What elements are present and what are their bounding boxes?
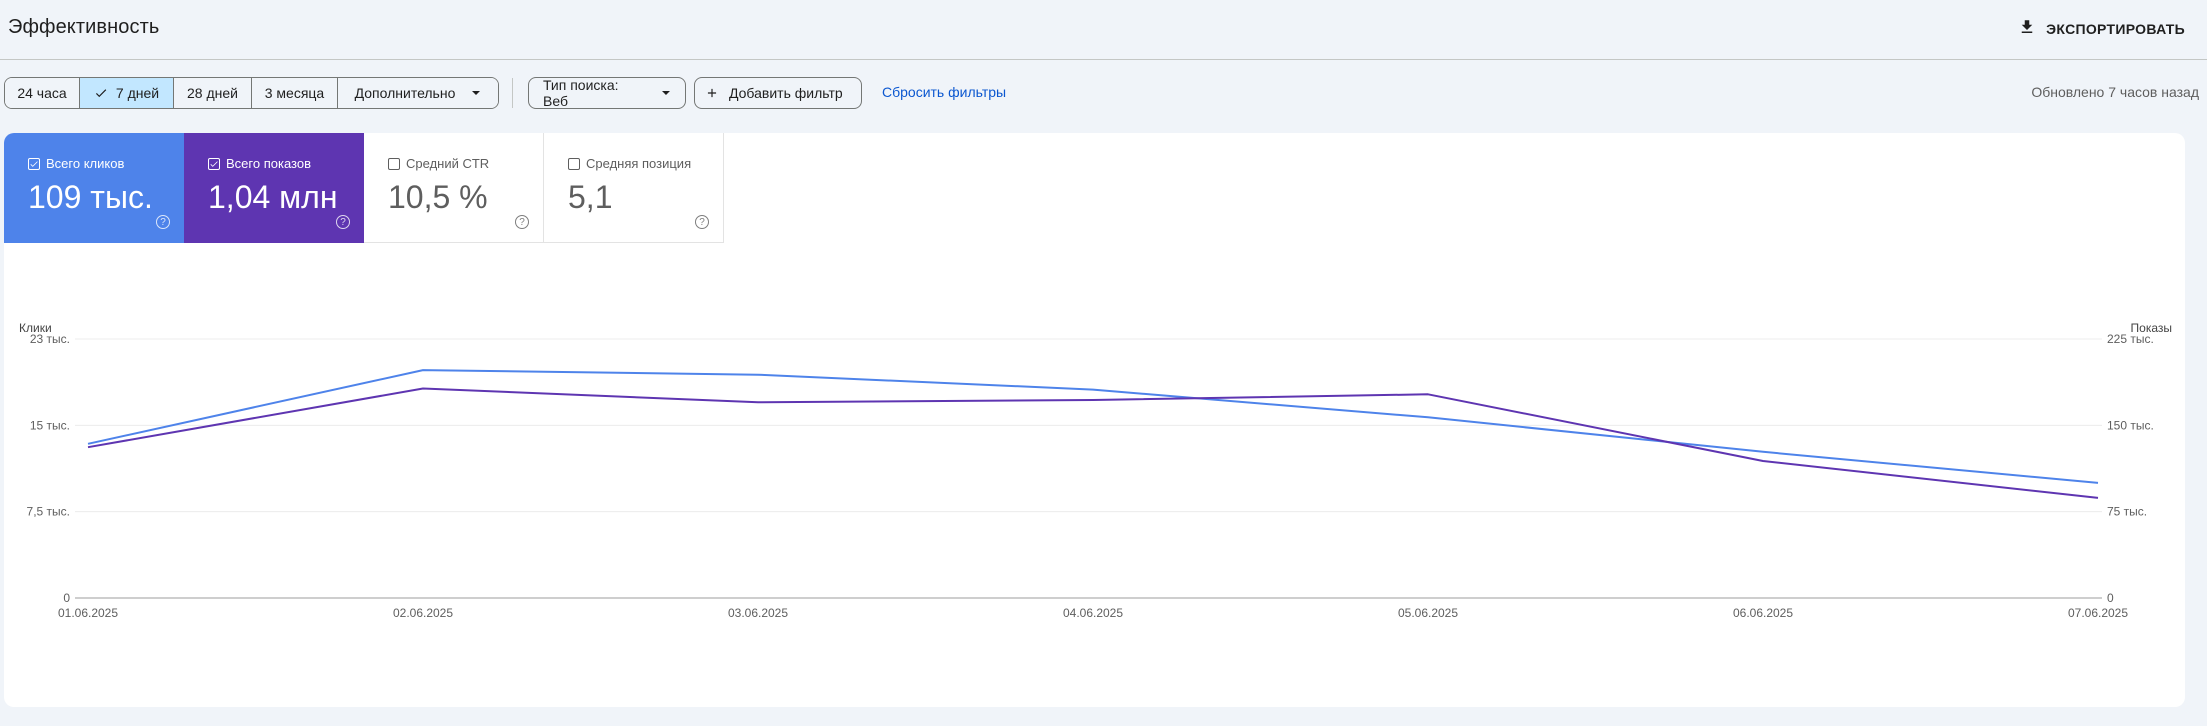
date-range-label: 28 дней — [187, 85, 238, 101]
filter-toolbar: 24 часа 7 дней 28 дней 3 месяца Дополнит… — [0, 60, 2207, 132]
metric-label: Средний CTR — [406, 156, 490, 171]
checkbox-unchecked-icon[interactable] — [568, 158, 580, 170]
metric-value: 109 тыс. — [28, 179, 153, 215]
reset-filters-link[interactable]: Сбросить фильтры — [882, 84, 1007, 100]
export-button[interactable]: ЭКСПОРТИРОВАТЬ — [2008, 13, 2195, 45]
x-tick-label: 01.06.2025 — [58, 606, 118, 620]
right-tick-label: 75 тыс. — [2107, 505, 2147, 519]
download-icon — [2018, 18, 2036, 41]
date-range-7d[interactable]: 7 дней — [80, 78, 174, 108]
left-tick-label: 23 тыс. — [30, 332, 70, 346]
metric-average-position[interactable]: Средняя позиция 5,1 ? — [544, 133, 724, 243]
left-tick-label: 7,5 тыс. — [27, 505, 70, 519]
help-icon[interactable]: ? — [695, 215, 709, 229]
date-range-label: Дополнительно — [354, 85, 456, 101]
date-range-28d[interactable]: 28 дней — [174, 78, 252, 108]
checkbox-checked-icon[interactable] — [28, 158, 40, 170]
metric-total-clicks[interactable]: Всего кликов 109 тыс. ? — [4, 133, 184, 243]
left-tick-label: 15 тыс. — [30, 418, 70, 432]
export-label: ЭКСПОРТИРОВАТЬ — [2046, 21, 2185, 37]
date-range-3m[interactable]: 3 месяца — [252, 78, 338, 108]
date-range-label: 7 дней — [115, 85, 160, 101]
chevron-down-icon — [662, 91, 671, 95]
x-tick-label: 05.06.2025 — [1398, 606, 1458, 620]
right-axis-title: Показы — [2130, 321, 2172, 335]
chevron-down-icon — [472, 91, 481, 95]
metric-value: 5,1 — [568, 179, 613, 215]
x-tick-label: 03.06.2025 — [728, 606, 788, 620]
metric-label: Средняя позиция — [586, 156, 692, 171]
search-type-label: Тип поиска: Веб — [543, 77, 619, 109]
plus-icon — [707, 88, 717, 98]
left-axis-title: Клики — [19, 321, 52, 335]
metric-value: 1,04 млн — [208, 179, 338, 215]
help-icon[interactable]: ? — [515, 215, 529, 229]
right-tick-label: 225 тыс. — [2107, 332, 2154, 346]
series-line-impressions — [87, 387, 2099, 499]
date-range-selector: 24 часа 7 дней 28 дней 3 месяца Дополнит… — [4, 77, 499, 109]
checkbox-unchecked-icon[interactable] — [388, 158, 400, 170]
toolbar-divider — [512, 78, 513, 108]
add-filter-label: Добавить фильтр — [729, 85, 843, 101]
x-tick-label: 02.06.2025 — [393, 606, 453, 620]
search-type-dropdown[interactable]: Тип поиска: Веб — [528, 77, 686, 109]
performance-card: Всего кликов 109 тыс. ? Всего показов 1,… — [4, 133, 2185, 707]
date-range-label: 24 часа — [17, 85, 67, 101]
line-chart: 0 0 7,5 тыс. 75 тыс. 15 тыс. 150 тыс. 23 тыс. 2… — [27, 332, 2154, 620]
help-icon[interactable]: ? — [156, 215, 170, 229]
last-updated-text: Обновлено 7 часов назад — [2031, 84, 2199, 100]
x-tick-label: 04.06.2025 — [1063, 606, 1123, 620]
date-range-more-dropdown[interactable]: Дополнительно — [338, 78, 498, 108]
date-range-label: 3 месяца — [264, 85, 325, 101]
date-range-24h[interactable]: 24 часа — [5, 78, 80, 108]
metric-label: Всего показов — [226, 156, 311, 171]
right-tick-label: 0 — [2107, 591, 2114, 605]
series-line-clicks — [87, 369, 2099, 484]
check-icon — [95, 89, 107, 98]
checkbox-checked-icon[interactable] — [208, 158, 220, 170]
metric-label: Всего кликов — [46, 156, 125, 171]
add-filter-button[interactable]: Добавить фильтр — [694, 77, 862, 109]
help-icon[interactable]: ? — [336, 215, 350, 229]
left-tick-label: 0 — [63, 591, 70, 605]
metric-total-impressions[interactable]: Всего показов 1,04 млн ? — [184, 133, 364, 243]
x-tick-label: 07.06.2025 — [2068, 606, 2128, 620]
right-tick-label: 150 тыс. — [2107, 418, 2154, 432]
metric-value: 10,5 % — [388, 179, 488, 215]
x-tick-label: 06.06.2025 — [1733, 606, 1793, 620]
metric-average-ctr[interactable]: Средний CTR 10,5 % ? — [364, 133, 544, 243]
page-title: Эффективность — [8, 16, 160, 38]
page-header: Эффективность ЭКСПОРТИРОВАТЬ — [0, 0, 2207, 60]
performance-chart: Клики Показы 0 0 7,5 тыс. 75 тыс. 15 тыс. 150… — [4, 243, 2185, 707]
